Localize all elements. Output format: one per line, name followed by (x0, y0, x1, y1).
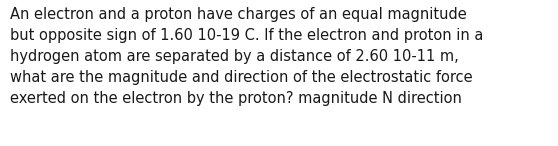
Text: An electron and a proton have charges of an equal magnitude
but opposite sign of: An electron and a proton have charges of… (10, 7, 483, 106)
